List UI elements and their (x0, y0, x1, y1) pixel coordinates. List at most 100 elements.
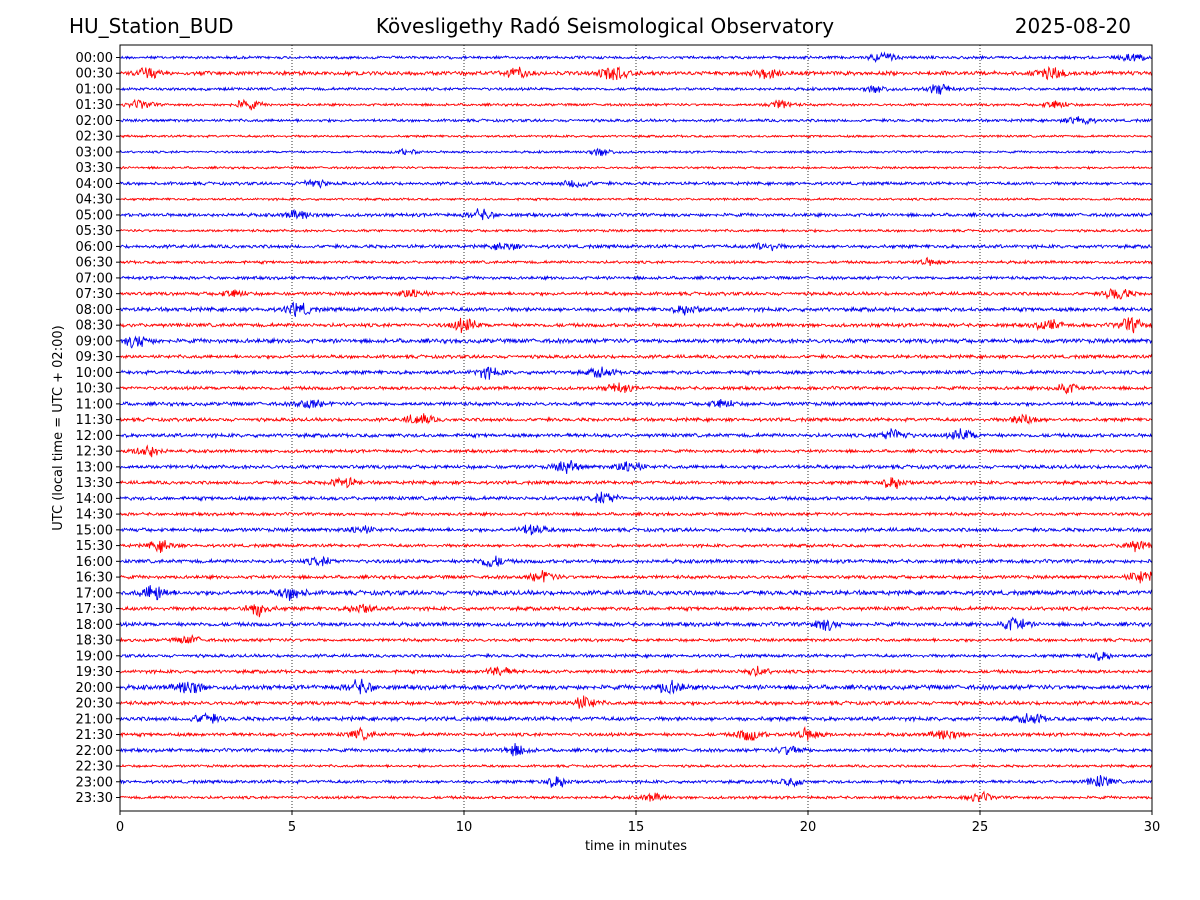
x-tick-label: 10 (456, 820, 473, 835)
trace-0930 (119, 353, 1153, 361)
y-tick-label: 18:30 (76, 634, 113, 649)
trace-0400 (119, 178, 1153, 189)
x-tick-label: 0 (116, 820, 124, 835)
trace-0230 (119, 133, 1153, 139)
y-tick-label: 19:30 (76, 665, 113, 680)
y-tick-label: 03:00 (76, 145, 113, 160)
y-tick-label: 08:00 (76, 303, 113, 318)
x-axis-ticks: 0 5 10 15 20 25 30 (116, 811, 1160, 835)
trace-2330 (119, 790, 1153, 802)
trace-2000 (119, 678, 1153, 695)
trace-1230 (119, 444, 1153, 458)
trace-2030 (119, 695, 1153, 709)
y-tick-label: 12:30 (76, 445, 113, 460)
y-tick-label: 15:00 (76, 523, 113, 538)
y-tick-label: 15:30 (76, 539, 113, 554)
trace-1100 (119, 398, 1153, 409)
y-tick-label: 19:00 (76, 649, 113, 664)
y-tick-label: 14:00 (76, 492, 113, 507)
trace-1730 (119, 603, 1153, 618)
trace-0330 (119, 165, 1153, 170)
trace-1200 (119, 428, 1153, 441)
y-tick-label: 01:30 (76, 98, 113, 113)
y-tick-label: 17:00 (76, 586, 113, 601)
y-tick-label: 23:30 (76, 791, 113, 806)
chart-date: 2025-08-20 (1014, 14, 1131, 38)
y-tick-label: 10:30 (76, 382, 113, 397)
y-tick-label: 07:00 (76, 271, 113, 286)
trace-1700 (119, 585, 1153, 601)
y-tick-label: 07:30 (76, 287, 113, 302)
trace-1800 (119, 616, 1153, 632)
trace-0200 (119, 116, 1153, 126)
y-tick-label: 02:00 (76, 114, 113, 129)
trace-0800 (119, 301, 1153, 317)
y-tick-label: 20:00 (76, 681, 113, 696)
trace-2100 (119, 712, 1153, 724)
x-tick-label: 15 (628, 820, 645, 835)
y-tick-label: 22:00 (76, 744, 113, 759)
y-tick-label: 23:00 (76, 775, 113, 790)
y-tick-label: 08:30 (76, 319, 113, 334)
trace-1530 (119, 540, 1153, 554)
trace-0500 (119, 208, 1153, 221)
seismic-traces (119, 51, 1153, 802)
y-tick-label: 00:30 (76, 67, 113, 82)
x-tick-label: 25 (972, 820, 989, 835)
chart-title: Kövesligethy Radó Seismological Observat… (375, 14, 835, 38)
y-tick-label: 21:30 (76, 728, 113, 743)
trace-0430 (119, 196, 1153, 202)
y-tick-label: 11:30 (76, 413, 113, 428)
y-tick-label: 10:00 (76, 366, 113, 381)
y-tick-label: 02:30 (76, 130, 113, 145)
trace-1630 (119, 570, 1153, 584)
trace-1000 (119, 366, 1153, 381)
y-tick-label: 04:30 (76, 193, 113, 208)
vertical-grid (291, 45, 981, 811)
trace-2130 (119, 726, 1153, 742)
y-tick-label: 03:30 (76, 161, 113, 176)
y-tick-label: 00:00 (76, 51, 113, 66)
y-tick-label: 16:00 (76, 555, 113, 570)
trace-0830 (119, 316, 1153, 334)
y-tick-label: 09:00 (76, 334, 113, 349)
trace-1600 (119, 555, 1153, 568)
y-axis-label: UTC (local time = UTC + 02:00) (51, 325, 66, 530)
y-tick-label: 05:30 (76, 224, 113, 239)
station-name: HU_Station_BUD (69, 14, 234, 38)
x-tick-label: 30 (1144, 820, 1161, 835)
trace-0000 (119, 51, 1153, 63)
trace-0900 (119, 335, 1153, 349)
trace-0030 (119, 65, 1153, 81)
trace-1430 (119, 510, 1153, 518)
x-tick-label: 20 (800, 820, 817, 835)
y-tick-label: 11:00 (76, 397, 113, 412)
y-tick-label: 06:30 (76, 256, 113, 271)
y-axis-ticks: 00:0000:3001:0001:3002:0002:3003:0003:30… (76, 51, 120, 806)
trace-0130 (119, 98, 1153, 111)
trace-2300 (119, 774, 1153, 788)
trace-2200 (119, 743, 1153, 757)
trace-0630 (119, 256, 1153, 266)
trace-1130 (119, 413, 1153, 426)
trace-0100 (119, 83, 1153, 95)
trace-0730 (119, 288, 1153, 300)
y-tick-label: 21:00 (76, 712, 113, 727)
y-tick-label: 05:00 (76, 208, 113, 223)
y-tick-label: 20:30 (76, 697, 113, 712)
y-tick-label: 13:30 (76, 476, 113, 491)
trace-1330 (119, 476, 1153, 490)
y-tick-label: 12:00 (76, 429, 113, 444)
y-tick-label: 14:30 (76, 508, 113, 523)
trace-1400 (119, 491, 1153, 504)
y-tick-label: 17:30 (76, 602, 113, 617)
trace-1300 (119, 460, 1153, 475)
y-tick-label: 18:00 (76, 618, 113, 633)
trace-0300 (119, 147, 1153, 157)
trace-1500 (119, 524, 1153, 536)
x-tick-label: 5 (288, 820, 296, 835)
y-tick-label: 16:30 (76, 571, 113, 586)
trace-1030 (119, 382, 1153, 395)
y-tick-label: 04:00 (76, 177, 113, 192)
